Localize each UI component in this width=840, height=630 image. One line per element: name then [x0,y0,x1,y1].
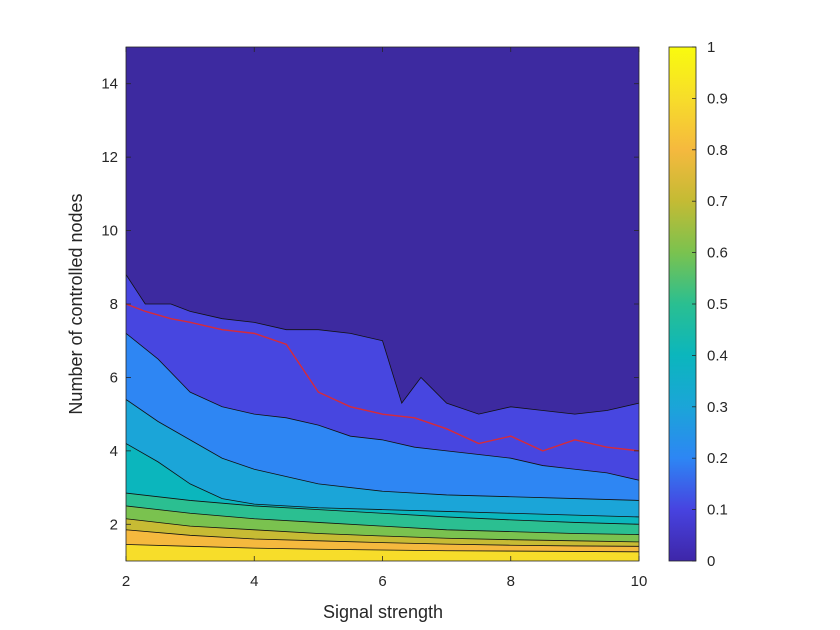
contour-line-1 [126,274,639,415]
x-tick-label: 10 [631,573,648,590]
contour-line-3 [126,399,639,501]
colorbar-tick-label: 0.4 [707,347,728,364]
contour-line-5 [126,492,639,525]
colorbar: 0 0.1 0.2 0.3 0.4 0.5 0.6 0.7 0.8 0.9 1 [668,39,728,570]
colorbar-tick-label: 0 [707,553,715,570]
contour-line-6 [126,505,639,535]
y-tick-label: 6 [110,369,118,386]
y-axis-ticks: 2 4 6 8 10 12 14 [101,76,639,533]
y-tick-label: 14 [101,76,118,93]
colorbar-tick-label: 0.9 [707,90,728,107]
x-tick-label: 4 [250,573,258,590]
y-tick-label: 2 [110,516,118,533]
contour-line-7 [126,518,639,543]
contour-line-8 [126,529,639,547]
x-axis-label: Signal strength [323,602,443,622]
colorbar-tick-label: 0.1 [707,502,728,519]
contour-line-2 [126,333,639,481]
highlight-contour-line [126,303,639,452]
contour-line-4 [126,443,639,518]
y-tick-label: 8 [110,296,118,313]
x-tick-label: 8 [507,573,515,590]
colorbar-tick-label: 0.6 [707,245,728,262]
x-axis-ticks: 2 4 6 8 10 [122,47,648,590]
colorbar-gradient [668,46,697,562]
contour-line-9 [126,544,639,553]
y-tick-label: 4 [110,443,118,460]
colorbar-tick-label: 1 [707,39,715,56]
x-tick-label: 2 [122,573,130,590]
colorbar-tick-label: 0.8 [707,142,728,159]
x-tick-label: 6 [378,573,386,590]
contour-plot-area [125,46,640,562]
colorbar-tick-label: 0.3 [707,399,728,416]
colorbar-tick-label: 0.2 [707,450,728,467]
colorbar-tick-label: 0.5 [707,296,728,313]
colorbar-tick-label: 0.7 [707,193,728,210]
y-tick-label: 10 [101,223,118,240]
y-axis-label: Number of controlled nodes [66,193,86,414]
y-tick-label: 12 [101,149,118,166]
